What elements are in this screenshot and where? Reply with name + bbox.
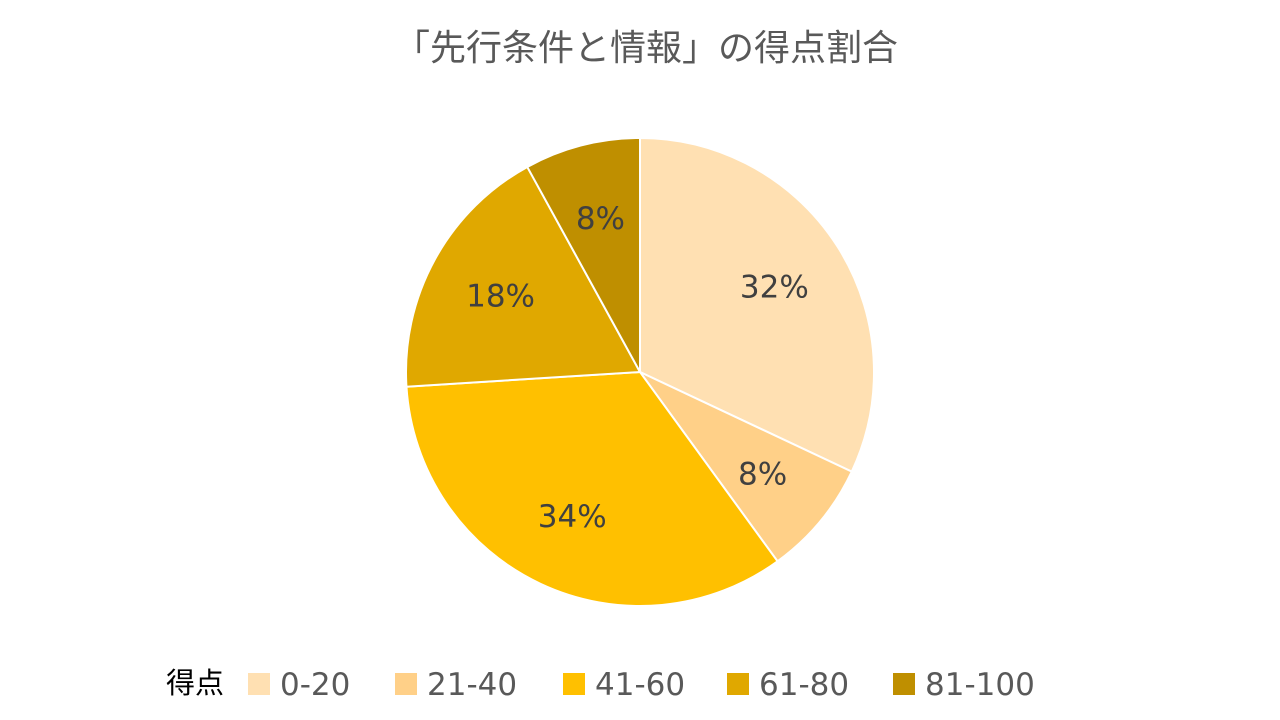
pie-slice-21-40	[639, 371, 854, 563]
data-label-21-40: 8%	[738, 456, 787, 492]
pie-slice-61-80	[405, 165, 642, 388]
legend-swatch-41-60	[563, 673, 585, 695]
pie-slice-41-60	[405, 370, 779, 607]
legend-swatch-61-80	[727, 673, 749, 695]
pie-slices	[405, 136, 875, 607]
legend-label-41-60: 41-60	[595, 667, 685, 703]
legend-label-61-80: 61-80	[759, 667, 849, 703]
legend-swatch-0-20	[248, 673, 270, 695]
legend-label-0-20: 0-20	[280, 667, 350, 703]
pie-data-labels: 32% 8% 34% 18% 8%	[466, 201, 809, 535]
legend-swatch-21-40	[395, 673, 417, 695]
legend-label-81-100: 81-100	[925, 667, 1035, 703]
legend: 得点 0-20 21-40 41-60 61-80 81-100	[166, 666, 1035, 703]
legend-swatch-81-100	[893, 673, 915, 695]
pie-slice-0-20	[639, 136, 875, 473]
data-label-81-100: 8%	[576, 201, 625, 237]
legend-title: 得点	[166, 666, 224, 700]
legend-label-21-40: 21-40	[427, 667, 517, 703]
data-label-41-60: 34%	[538, 499, 607, 535]
pie-slice-81-100	[525, 136, 641, 373]
data-label-61-80: 18%	[466, 278, 535, 314]
chart-title: 「先行条件と情報」の得点割合	[394, 28, 898, 69]
data-label-0-20: 32%	[740, 270, 809, 306]
